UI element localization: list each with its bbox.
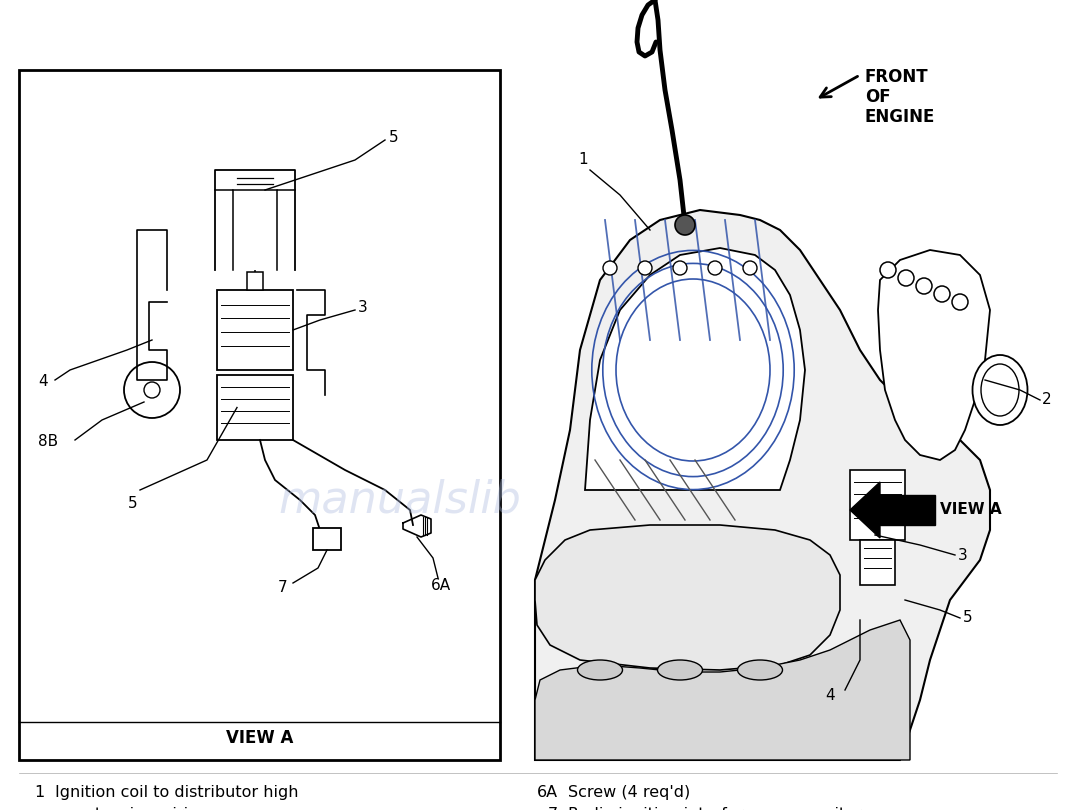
Circle shape xyxy=(744,261,758,275)
Circle shape xyxy=(603,261,617,275)
Polygon shape xyxy=(878,250,990,460)
Circle shape xyxy=(638,261,652,275)
Text: manualslib: manualslib xyxy=(279,479,522,522)
Bar xyxy=(860,540,895,585)
Polygon shape xyxy=(535,525,840,670)
Ellipse shape xyxy=(737,660,782,680)
Text: 6A: 6A xyxy=(431,578,451,592)
Circle shape xyxy=(934,286,950,302)
Text: 3: 3 xyxy=(358,301,368,316)
Text: 5: 5 xyxy=(963,611,973,625)
Text: 5: 5 xyxy=(390,130,398,144)
Bar xyxy=(19,70,500,760)
Polygon shape xyxy=(880,495,935,525)
Polygon shape xyxy=(535,620,910,760)
Text: 3: 3 xyxy=(958,548,967,562)
Text: Ignition coil to distributor high: Ignition coil to distributor high xyxy=(55,785,298,800)
Ellipse shape xyxy=(657,660,703,680)
Text: 2: 2 xyxy=(1042,393,1051,407)
Bar xyxy=(217,290,293,370)
Text: Radio ignition interference capacitor: Radio ignition interference capacitor xyxy=(568,807,862,810)
Circle shape xyxy=(898,270,914,286)
Polygon shape xyxy=(535,210,990,760)
Polygon shape xyxy=(585,248,805,490)
Text: VIEW A: VIEW A xyxy=(226,729,293,747)
Bar xyxy=(217,375,293,440)
Bar xyxy=(313,528,341,550)
Polygon shape xyxy=(850,482,880,538)
Circle shape xyxy=(916,278,932,294)
Bar xyxy=(247,272,263,290)
Bar xyxy=(850,470,905,540)
Ellipse shape xyxy=(578,660,623,680)
Circle shape xyxy=(952,294,968,310)
Circle shape xyxy=(675,215,695,235)
Circle shape xyxy=(672,261,686,275)
Text: 1: 1 xyxy=(34,785,45,800)
Text: 4: 4 xyxy=(825,688,835,702)
Text: FRONT
OF
ENGINE: FRONT OF ENGINE xyxy=(865,68,935,126)
Text: 8B: 8B xyxy=(38,434,58,450)
Text: VIEW A: VIEW A xyxy=(940,502,1002,518)
Text: 7: 7 xyxy=(548,807,558,810)
Circle shape xyxy=(880,262,896,278)
Text: 5: 5 xyxy=(128,496,138,510)
Text: tension wiring: tension wiring xyxy=(95,807,209,810)
Text: 1: 1 xyxy=(579,152,587,168)
Text: Screw (4 req'd): Screw (4 req'd) xyxy=(568,785,690,800)
Text: 7: 7 xyxy=(278,581,287,595)
Circle shape xyxy=(708,261,722,275)
Ellipse shape xyxy=(973,355,1028,425)
Text: 4: 4 xyxy=(38,374,47,390)
Text: 6A: 6A xyxy=(537,785,558,800)
